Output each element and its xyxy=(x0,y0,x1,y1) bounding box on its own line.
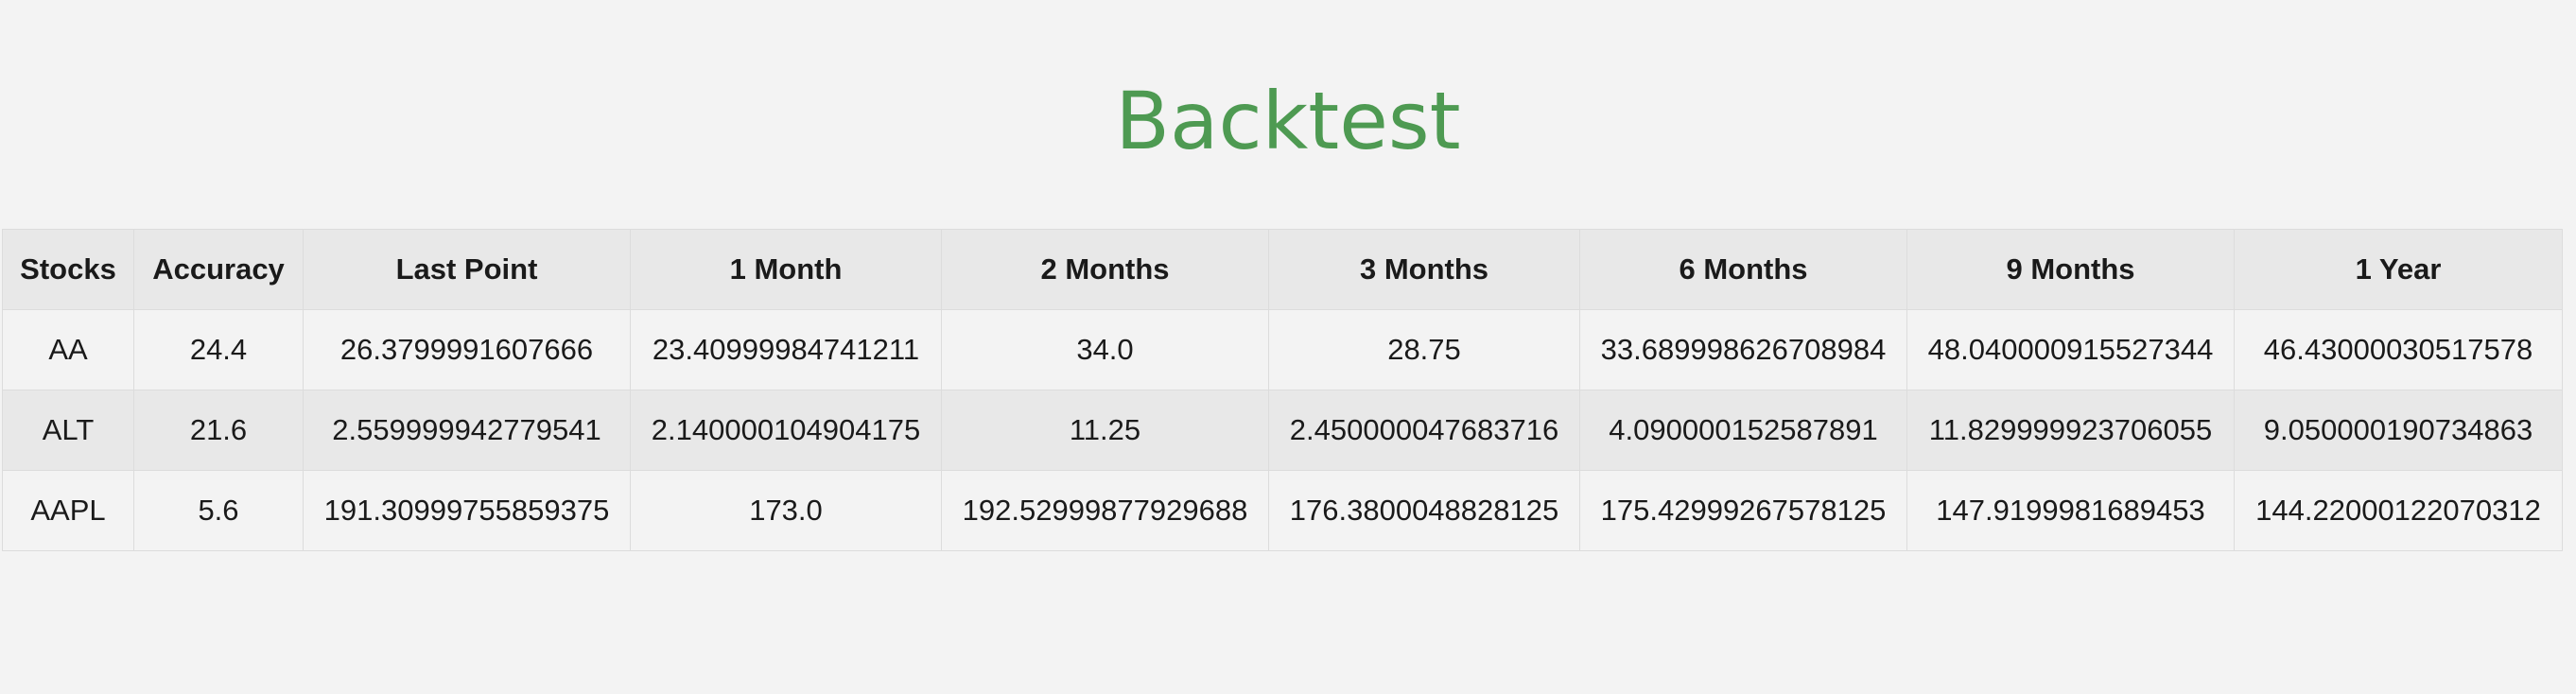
cell-stock: AA xyxy=(2,309,134,390)
column-header-3-months[interactable]: 3 Months xyxy=(1268,229,1580,310)
column-header-6-months[interactable]: 6 Months xyxy=(1579,229,1907,310)
backtest-table: Stocks Accuracy Last Point 1 Month 2 Mon… xyxy=(2,229,2563,551)
column-header-accuracy[interactable]: Accuracy xyxy=(133,229,304,310)
cell-3-months: 2.450000047683716 xyxy=(1268,390,1580,471)
cell-accuracy: 24.4 xyxy=(133,309,304,390)
cell-1-year: 9.050000190734863 xyxy=(2234,390,2563,471)
cell-1-year: 46.43000030517578 xyxy=(2234,309,2563,390)
cell-last-point: 191.30999755859375 xyxy=(303,470,631,551)
cell-1-month: 173.0 xyxy=(630,470,942,551)
cell-1-year: 144.22000122070312 xyxy=(2234,470,2563,551)
cell-accuracy: 5.6 xyxy=(133,470,304,551)
cell-1-month: 2.140000104904175 xyxy=(630,390,942,471)
cell-6-months: 175.42999267578125 xyxy=(1579,470,1907,551)
column-header-1-month[interactable]: 1 Month xyxy=(630,229,942,310)
cell-9-months: 11.829999923706055 xyxy=(1906,390,2235,471)
cell-6-months: 33.689998626708984 xyxy=(1579,309,1907,390)
cell-last-point: 2.559999942779541 xyxy=(303,390,631,471)
column-header-1-year[interactable]: 1 Year xyxy=(2234,229,2563,310)
column-header-9-months[interactable]: 9 Months xyxy=(1906,229,2235,310)
page-title: Backtest xyxy=(1115,75,1461,167)
cell-last-point: 26.3799991607666 xyxy=(303,309,631,390)
backtest-table-container: Stocks Accuracy Last Point 1 Month 2 Mon… xyxy=(2,229,2563,551)
cell-accuracy: 21.6 xyxy=(133,390,304,471)
cell-2-months: 34.0 xyxy=(941,309,1269,390)
column-header-stocks[interactable]: Stocks xyxy=(2,229,134,310)
table-row: AA 24.4 26.3799991607666 23.409999847412… xyxy=(2,309,2563,390)
cell-stock: ALT xyxy=(2,390,134,471)
cell-3-months: 176.3800048828125 xyxy=(1268,470,1580,551)
column-header-2-months[interactable]: 2 Months xyxy=(941,229,1269,310)
cell-9-months: 48.040000915527344 xyxy=(1906,309,2235,390)
table-header-row: Stocks Accuracy Last Point 1 Month 2 Mon… xyxy=(2,229,2563,310)
cell-2-months: 11.25 xyxy=(941,390,1269,471)
column-header-last-point[interactable]: Last Point xyxy=(303,229,631,310)
cell-stock: AAPL xyxy=(2,470,134,551)
cell-1-month: 23.40999984741211 xyxy=(630,309,942,390)
cell-6-months: 4.090000152587891 xyxy=(1579,390,1907,471)
cell-9-months: 147.9199981689453 xyxy=(1906,470,2235,551)
table-row: AAPL 5.6 191.30999755859375 173.0 192.52… xyxy=(2,470,2563,551)
cell-2-months: 192.52999877929688 xyxy=(941,470,1269,551)
cell-3-months: 28.75 xyxy=(1268,309,1580,390)
table-row: ALT 21.6 2.559999942779541 2.14000010490… xyxy=(2,390,2563,471)
